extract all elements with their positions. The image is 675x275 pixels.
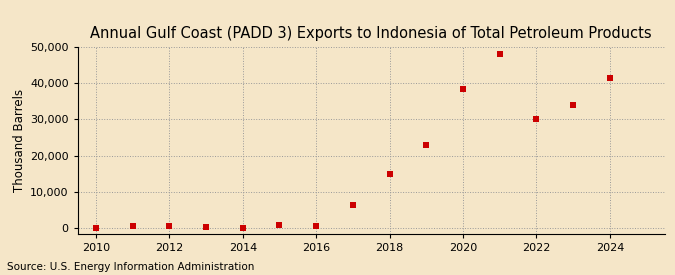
Point [348, 202, 358, 207]
Point [274, 223, 285, 227]
Point [458, 86, 468, 91]
Point [200, 225, 211, 229]
Point [164, 224, 175, 228]
Point [604, 75, 615, 80]
Point [494, 52, 505, 56]
Point [238, 226, 248, 230]
Point [384, 172, 395, 176]
Point [568, 103, 578, 107]
Point [310, 224, 321, 228]
Point [90, 226, 101, 230]
Point [421, 143, 432, 147]
Text: Source: U.S. Energy Information Administration: Source: U.S. Energy Information Administ… [7, 262, 254, 272]
Y-axis label: Thousand Barrels: Thousand Barrels [13, 89, 26, 192]
Point [531, 117, 542, 122]
Point [128, 224, 138, 229]
Title: Annual Gulf Coast (PADD 3) Exports to Indonesia of Total Petroleum Products: Annual Gulf Coast (PADD 3) Exports to In… [90, 26, 652, 42]
